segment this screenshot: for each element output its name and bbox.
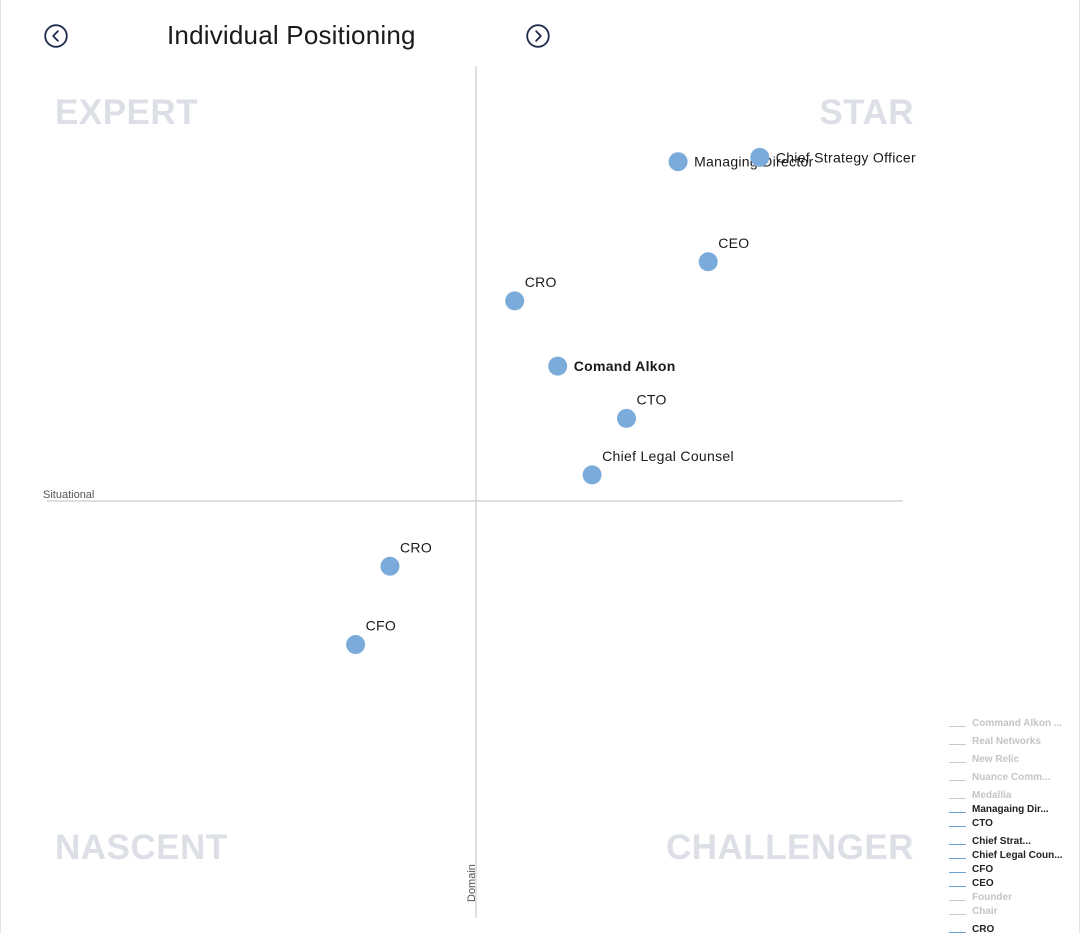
legend-item-label: CRO [972, 924, 995, 935]
data-point-marker[interactable] [582, 465, 602, 485]
y-axis-label: Domain [466, 864, 478, 902]
legend-item-label: Nuance Comm... [972, 772, 1051, 783]
data-point-label: Chief Strategy Officer [776, 149, 916, 165]
data-point-label: CFO [366, 618, 396, 634]
legend-item[interactable]: Chair [949, 905, 1074, 923]
data-point[interactable]: CRO [505, 274, 557, 311]
legend-swatch [949, 886, 966, 887]
legend-swatch [949, 780, 966, 781]
legend-item[interactable]: Command Alkon ... [949, 717, 1074, 735]
legend-swatch [949, 826, 966, 827]
next-button[interactable] [526, 24, 550, 48]
legend-item[interactable]: Chief Legal Coun... [949, 849, 1074, 863]
legend-swatch [949, 798, 966, 799]
data-point-marker[interactable] [505, 291, 525, 311]
legend-item[interactable]: Chief Strat... [949, 835, 1074, 849]
data-point-marker[interactable] [668, 152, 688, 172]
data-point-label: Comand Alkon [574, 358, 676, 374]
legend: Command Alkon ... Real Networks New Relic N… [949, 717, 1074, 937]
x-axis-label: Situational [43, 489, 95, 501]
legend-swatch [949, 762, 966, 763]
data-point[interactable]: CEO [698, 235, 750, 272]
data-point-label: CRO [400, 539, 432, 555]
data-point[interactable]: CRO [380, 539, 433, 576]
legend-swatch [949, 858, 966, 859]
legend-item-label: CFO [972, 864, 994, 875]
data-point-marker[interactable] [617, 408, 636, 428]
legend-item[interactable]: CTO [949, 817, 1074, 835]
legend-item-label: CTO [972, 818, 993, 829]
previous-button[interactable] [44, 24, 68, 48]
data-point-marker[interactable] [548, 356, 568, 376]
legend-item-label: New Relic [972, 754, 1020, 765]
legend-item[interactable]: Medallia [949, 789, 1074, 803]
data-point-label: CTO [637, 391, 667, 407]
data-point-marker[interactable] [346, 635, 366, 655]
legend-swatch [949, 844, 966, 845]
quadrant-label-expert: EXPERT [55, 93, 199, 132]
legend-swatch [949, 726, 966, 727]
legend-item[interactable]: CEO [949, 877, 1074, 891]
legend-item-label: Command Alkon ... [972, 718, 1063, 729]
legend-swatch [949, 932, 966, 933]
quadrant-label-challenger: CHALLENGER [665, 828, 914, 867]
legend-item[interactable]: Founder [949, 891, 1074, 905]
legend-item[interactable]: New Relic [949, 753, 1074, 771]
data-point[interactable]: Chief Legal Counsel [582, 448, 734, 485]
legend-swatch [949, 744, 966, 745]
legend-item-label: Chief Strat... [972, 836, 1031, 847]
data-point-label: CEO [718, 235, 749, 251]
legend-swatch [949, 900, 966, 901]
legend-item-label: Medallia [972, 790, 1012, 801]
data-point[interactable]: CFO [346, 618, 396, 655]
legend-item-label: Chair [972, 906, 998, 917]
data-point[interactable]: Chief Strategy Officer [750, 147, 916, 167]
data-point-marker[interactable] [380, 556, 400, 576]
legend-item[interactable]: CRO [949, 923, 1074, 937]
data-point[interactable]: Comand Alkon [548, 356, 676, 376]
data-point-marker[interactable] [750, 147, 770, 167]
chevron-left-circle-icon [44, 24, 68, 48]
page-title: Individual Positioning [167, 20, 416, 50]
legend-item-label: Managaing Dir... [972, 804, 1049, 815]
legend-swatch [949, 812, 966, 813]
data-point-marker[interactable] [698, 252, 718, 272]
legend-item-label: Chief Legal Coun... [972, 850, 1063, 861]
legend-item-label: CEO [972, 878, 994, 889]
legend-item-label: Founder [972, 892, 1012, 903]
legend-item[interactable]: CFO [949, 863, 1074, 877]
legend-swatch [949, 872, 966, 873]
legend-item-label: Real Networks [972, 736, 1041, 747]
data-point-label: Chief Legal Counsel [602, 448, 734, 464]
legend-item[interactable]: Real Networks [949, 735, 1074, 753]
legend-item[interactable]: Nuance Comm... [949, 771, 1074, 789]
data-point-label: CRO [525, 274, 557, 290]
legend-item[interactable]: Managaing Dir... [949, 803, 1074, 817]
legend-swatch [949, 914, 966, 915]
data-point[interactable]: CTO [617, 391, 667, 428]
chevron-right-circle-icon [526, 24, 550, 48]
quadrant-label-nascent: NASCENT [55, 828, 228, 867]
quadrant-label-star: STAR [819, 93, 914, 132]
